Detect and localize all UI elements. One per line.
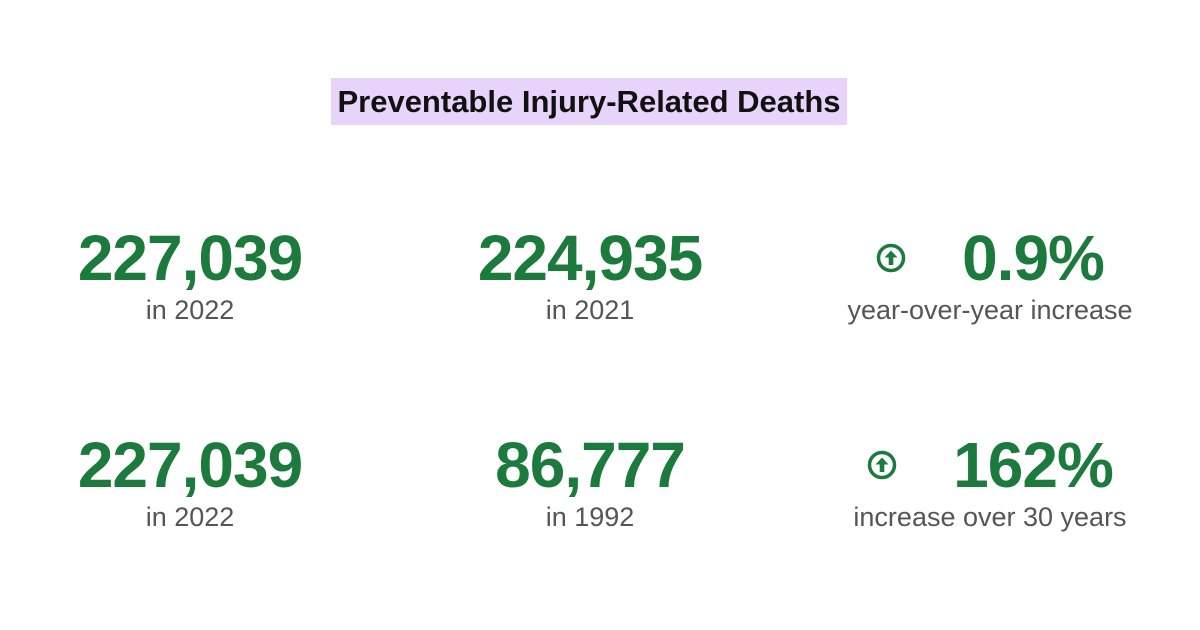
stat-label: in 2022 bbox=[145, 295, 235, 325]
stat-value: 227,039 bbox=[77, 222, 303, 294]
change-value: 0.9% bbox=[962, 222, 1105, 294]
change-label: year-over-year increase bbox=[847, 295, 1133, 325]
stat-label: in 2022 bbox=[145, 502, 235, 532]
stat-yoy-change: 0.9% year-over-year increase bbox=[800, 226, 1180, 326]
stat-value: 224,935 bbox=[477, 222, 703, 294]
title-container: Preventable Injury-Related Deaths bbox=[283, 78, 895, 125]
arrow-up-circle-icon bbox=[867, 450, 897, 480]
stat-value: 227,039 bbox=[77, 429, 303, 501]
stat-2021: 224,935 in 2021 bbox=[440, 226, 740, 326]
page-title: Preventable Injury-Related Deaths bbox=[331, 78, 847, 125]
change-row: 162% bbox=[800, 433, 1180, 497]
stat-1992: 86,777 in 1992 bbox=[440, 433, 740, 533]
stat-30yr-change: 162% increase over 30 years bbox=[800, 433, 1180, 533]
stat-value: 86,777 bbox=[495, 429, 686, 501]
stat-2022-row2: 227,039 in 2022 bbox=[40, 433, 340, 533]
stat-2022-row1: 227,039 in 2022 bbox=[40, 226, 340, 326]
stat-label: in 2021 bbox=[545, 295, 635, 325]
change-row: 0.9% bbox=[800, 226, 1180, 290]
change-value: 162% bbox=[953, 429, 1114, 501]
change-label: increase over 30 years bbox=[853, 502, 1127, 532]
stat-label: in 1992 bbox=[545, 502, 635, 532]
arrow-up-circle-icon bbox=[876, 243, 906, 273]
